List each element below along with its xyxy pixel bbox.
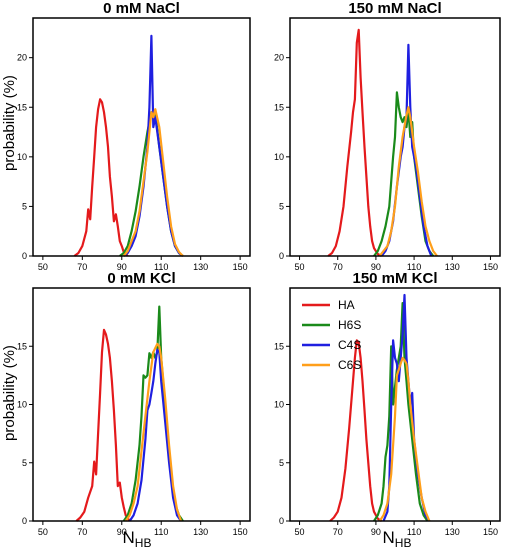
series-line-c4s	[128, 348, 182, 522]
x-axis-label-left: NHB	[123, 528, 152, 550]
x-axis-label-main: N	[123, 528, 135, 547]
plot-frame	[289, 17, 501, 257]
x-tick-label: 110	[154, 527, 168, 537]
series-line-c6s	[378, 356, 431, 522]
x-tick-label: 70	[77, 527, 87, 537]
y-tick-label: 5	[279, 201, 284, 211]
y-tick-label: 10	[17, 400, 27, 410]
x-tick-label: 70	[333, 262, 343, 272]
x-axis-label-subscript: HB	[395, 536, 412, 550]
y-tick-label: 20	[17, 53, 27, 63]
x-tick-label: 90	[371, 527, 381, 537]
x-tick-label: 50	[295, 262, 305, 272]
x-tick-label: 50	[295, 527, 305, 537]
y-axis-label-row-1: probability (%)	[1, 75, 18, 171]
x-tick-label: 110	[154, 262, 168, 272]
x-tick-label: 150	[233, 262, 248, 272]
legend-label-ha: HA	[338, 298, 355, 312]
legend-label-h6s: H6S	[338, 318, 361, 332]
series-line-c4s	[380, 43, 433, 257]
y-axis-label-row-2: probability (%)	[1, 345, 18, 441]
y-tick-label: 0	[22, 516, 27, 526]
x-tick-label: 50	[38, 527, 48, 537]
legend-label-c6s: C6S	[338, 358, 361, 372]
series-line-ha	[75, 328, 131, 522]
x-tick-label: 150	[483, 527, 498, 537]
panel-title: 150 mM KCl	[352, 270, 437, 287]
y-tick-label: 5	[279, 458, 284, 468]
panel-150mm-nacl: 150 mM NaCl 0 5 10 15 20 50 70 90 110 130 150	[274, 0, 501, 272]
panel-title: 150 mM NaCl	[348, 0, 441, 17]
x-tick-label: 150	[483, 262, 498, 272]
panel-0mm-kcl: 0 mM KCl 0 5 10 15 50 70 90 110 130 150	[17, 270, 251, 537]
y-tick-label: 15	[17, 102, 27, 112]
x-tick-label: 70	[77, 262, 87, 272]
plot-frame	[289, 287, 501, 522]
x-tick-label: 90	[117, 527, 127, 537]
x-tick-label: 110	[407, 262, 421, 272]
y-tick-label: 15	[17, 341, 27, 351]
panel-title: 0 mM KCl	[107, 270, 175, 287]
x-tick-label: 70	[333, 527, 343, 537]
series-line-c6s	[378, 106, 438, 257]
panel-150mm-kcl: 150 mM KCl 0 5 10 15 50 70 90 110 130 150 HA H6S C4S C…	[274, 270, 501, 537]
x-axis-label-main: N	[383, 528, 395, 547]
y-axis-label: probability (%)	[1, 75, 18, 171]
y-tick-label: 0	[22, 251, 27, 261]
y-tick-label: 15	[274, 102, 284, 112]
y-tick-label: 0	[279, 516, 284, 526]
x-axis-label-right: NHB	[383, 528, 412, 550]
x-tick-label: 90	[371, 262, 381, 272]
x-tick-label: 130	[445, 262, 460, 272]
y-tick-label: 15	[274, 341, 284, 351]
y-tick-label: 5	[22, 458, 27, 468]
plot-frame	[32, 17, 251, 257]
x-tick-label: 130	[193, 262, 208, 272]
series-line-ha	[329, 339, 383, 522]
panel-0mm-nacl: 0 mM NaCl 0 5 10 15 20 50 70 90 110 130 150	[17, 0, 251, 272]
x-tick-label: 90	[117, 262, 127, 272]
legend-label-c4s: C4S	[338, 338, 361, 352]
x-tick-label: 130	[445, 527, 460, 537]
series-line-c6s	[124, 342, 183, 522]
panel-title: 0 mM NaCl	[103, 0, 180, 17]
x-axis-label-subscript: HB	[135, 536, 152, 550]
x-tick-label: 150	[233, 527, 248, 537]
y-tick-label: 5	[22, 201, 27, 211]
y-tick-label: 0	[279, 251, 284, 261]
y-tick-label: 10	[274, 400, 284, 410]
y-tick-label: 20	[274, 53, 284, 63]
x-tick-label: 130	[193, 527, 208, 537]
x-tick-label: 50	[38, 262, 48, 272]
plot-frame	[32, 287, 251, 522]
series-line-c6s	[122, 108, 184, 257]
series-line-ha	[73, 98, 129, 257]
series-line-ha	[327, 28, 383, 257]
x-tick-label: 110	[407, 527, 421, 537]
y-tick-label: 10	[17, 152, 27, 162]
y-axis-label: probability (%)	[1, 345, 18, 441]
y-tick-label: 10	[274, 152, 284, 162]
